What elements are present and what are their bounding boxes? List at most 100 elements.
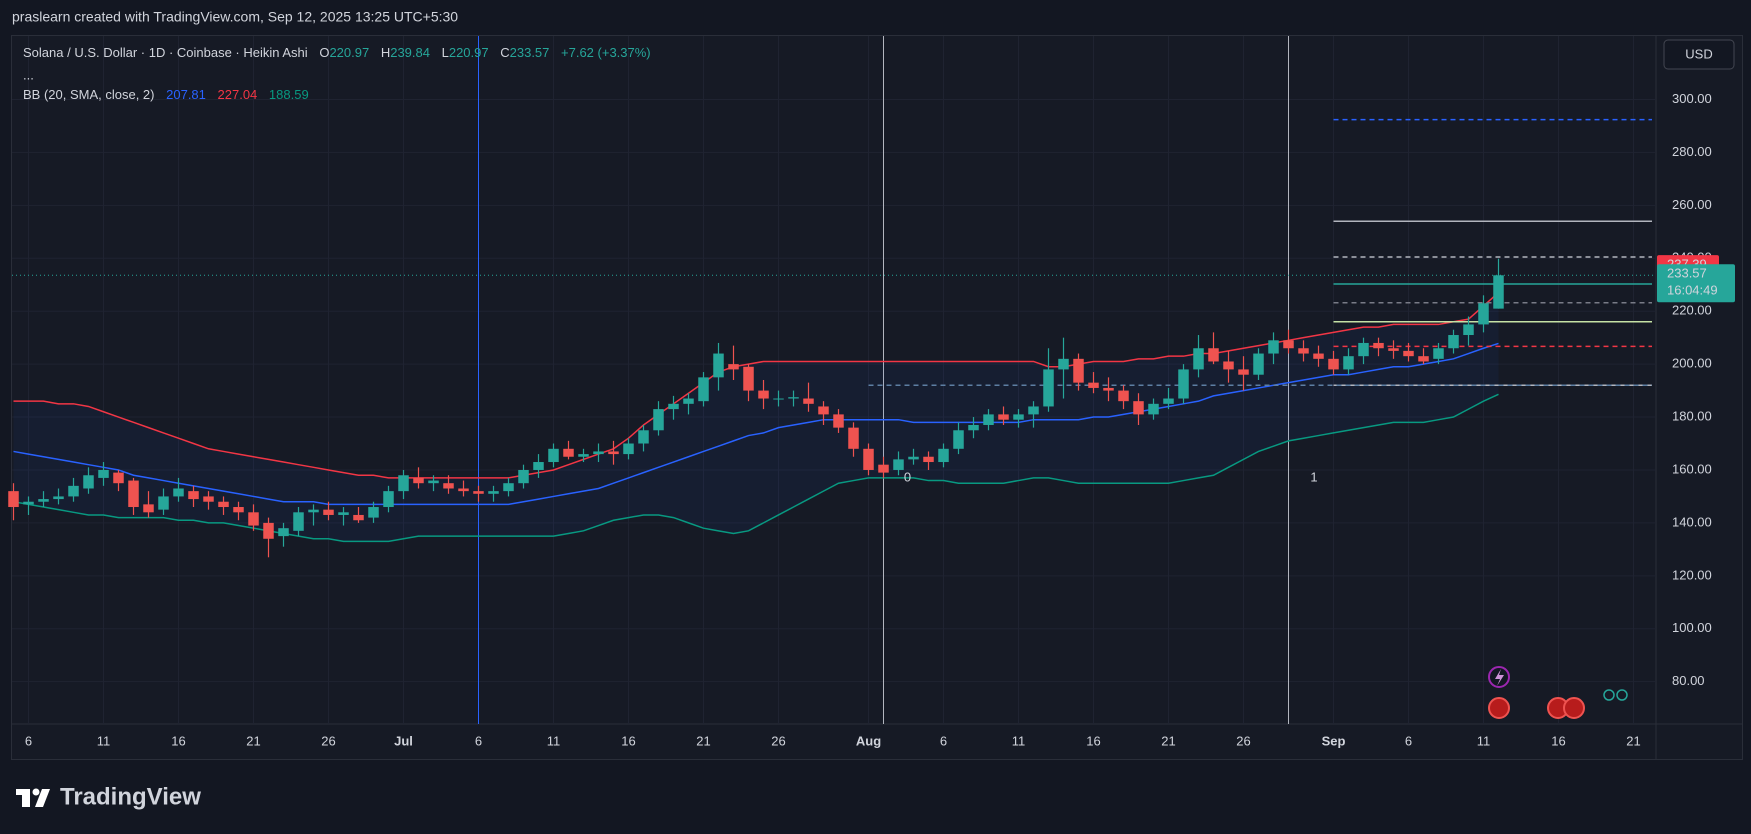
candle-body	[113, 472, 124, 484]
candle-body	[533, 462, 544, 470]
candle-body	[1448, 335, 1459, 349]
event-icon[interactable]	[1488, 697, 1510, 719]
event-icons	[1488, 666, 1628, 719]
candle-body	[1268, 340, 1279, 354]
candle-body	[548, 448, 559, 463]
x-tick-label: 16	[621, 733, 635, 748]
legend-more[interactable]: ...	[23, 67, 34, 82]
ohlc-value: 220.97	[449, 45, 489, 60]
event-icon[interactable]	[1603, 689, 1615, 701]
x-tick-label: Aug	[856, 733, 881, 748]
candle-body	[788, 397, 799, 399]
candle-body	[728, 364, 739, 370]
band-line	[13, 393, 1499, 543]
ohlc-value: 239.84	[390, 45, 430, 60]
candle-body	[413, 477, 424, 484]
candle-body	[383, 491, 394, 508]
candle-body	[518, 469, 529, 484]
candle-body	[848, 427, 859, 449]
x-tick-label: 26	[321, 733, 335, 748]
candle-body	[1178, 369, 1189, 399]
indicator-value: 207.81	[166, 87, 206, 102]
y-tick-label: 120.00	[1672, 567, 1712, 582]
x-tick-label: 6	[25, 733, 32, 748]
logo-shape	[35, 789, 50, 807]
legend-main: Solana / U.S. Dollar · 1D · Coinbase · H…	[23, 45, 651, 60]
band-line	[13, 342, 1499, 506]
candle-body	[23, 501, 34, 505]
candle-body	[593, 451, 604, 455]
indicator-value: 227.04	[218, 87, 258, 102]
x-tick-label: 11	[547, 733, 561, 748]
candle-body	[1328, 358, 1339, 370]
candle-body	[1163, 398, 1174, 404]
ohlc-value: 233.57	[510, 45, 550, 60]
candle-body	[1103, 387, 1114, 391]
candle-body	[293, 512, 304, 531]
x-tick-label: 21	[246, 733, 260, 748]
currency-label[interactable]: USD	[1685, 46, 1712, 61]
event-icon[interactable]	[1563, 697, 1585, 719]
candle-body	[818, 406, 829, 415]
change: +7.62 (+3.37%)	[561, 45, 651, 60]
x-tick-label: 16	[171, 733, 185, 748]
candle-body	[1043, 369, 1054, 407]
y-tick-label: 180.00	[1672, 408, 1712, 423]
credit: praslearn created with TradingView.com, …	[12, 9, 458, 25]
y-tick-label: 280.00	[1672, 144, 1712, 159]
candle-body	[608, 451, 619, 455]
event-icon-glyph	[1495, 669, 1504, 686]
candle-body	[1088, 382, 1099, 388]
y-tick-label: 260.00	[1672, 197, 1712, 212]
band-fill	[13, 292, 1499, 542]
indicator-value: 188.59	[269, 87, 309, 102]
x-tick-label: 26	[1236, 733, 1250, 748]
candle-body	[428, 480, 439, 484]
candle-body	[1433, 348, 1444, 359]
candle-body	[1373, 342, 1384, 349]
candle-body	[1283, 340, 1294, 349]
candle-body	[1238, 369, 1249, 375]
candle-body	[53, 496, 64, 500]
candle-body	[8, 491, 19, 508]
candle-body	[263, 522, 274, 539]
y-tick-label: 100.00	[1672, 620, 1712, 635]
x-tick-label: 6	[475, 733, 482, 748]
x-tick-label: 21	[1161, 733, 1175, 748]
candle-body	[668, 403, 679, 410]
candle-body	[893, 459, 904, 470]
candle-body	[833, 414, 844, 428]
candle-body	[1298, 348, 1309, 354]
last-price-box	[1657, 264, 1735, 303]
y-tick-label: 220.00	[1672, 303, 1712, 318]
candle-body	[1148, 403, 1159, 415]
logo-text[interactable]: TradingView	[60, 783, 201, 810]
candle-body	[1313, 353, 1324, 359]
candle-body	[908, 456, 919, 460]
x-tick-label: 21	[1626, 733, 1640, 748]
candle-body	[398, 475, 409, 492]
candle-body	[128, 480, 139, 508]
currency-button[interactable]	[1663, 39, 1735, 70]
ohlc-label: L	[442, 45, 449, 60]
candle-body	[353, 514, 364, 521]
candle-body	[623, 443, 634, 455]
chart-panel	[11, 35, 1743, 760]
candle-body	[338, 512, 349, 515]
y-tick-label: 200.00	[1672, 356, 1712, 371]
x-tick-label: 26	[771, 733, 785, 748]
y-tick-label: 80.00	[1672, 673, 1705, 688]
candle-body	[1208, 348, 1219, 362]
candle-body	[998, 414, 1009, 420]
candle-body	[173, 488, 184, 497]
symbol-title: Solana / U.S. Dollar · 1D · Coinbase · H…	[23, 45, 308, 60]
legend-indicator: BB (20, SMA, close, 2) 207.81 227.04 188…	[23, 87, 309, 102]
candle-body	[83, 475, 94, 489]
candle-body	[1463, 324, 1474, 336]
candle-body	[38, 499, 49, 502]
y-tick-label: 160.00	[1672, 461, 1712, 476]
event-icon[interactable]	[1616, 689, 1628, 701]
candle-body	[1403, 350, 1414, 357]
candle-body	[983, 414, 994, 425]
